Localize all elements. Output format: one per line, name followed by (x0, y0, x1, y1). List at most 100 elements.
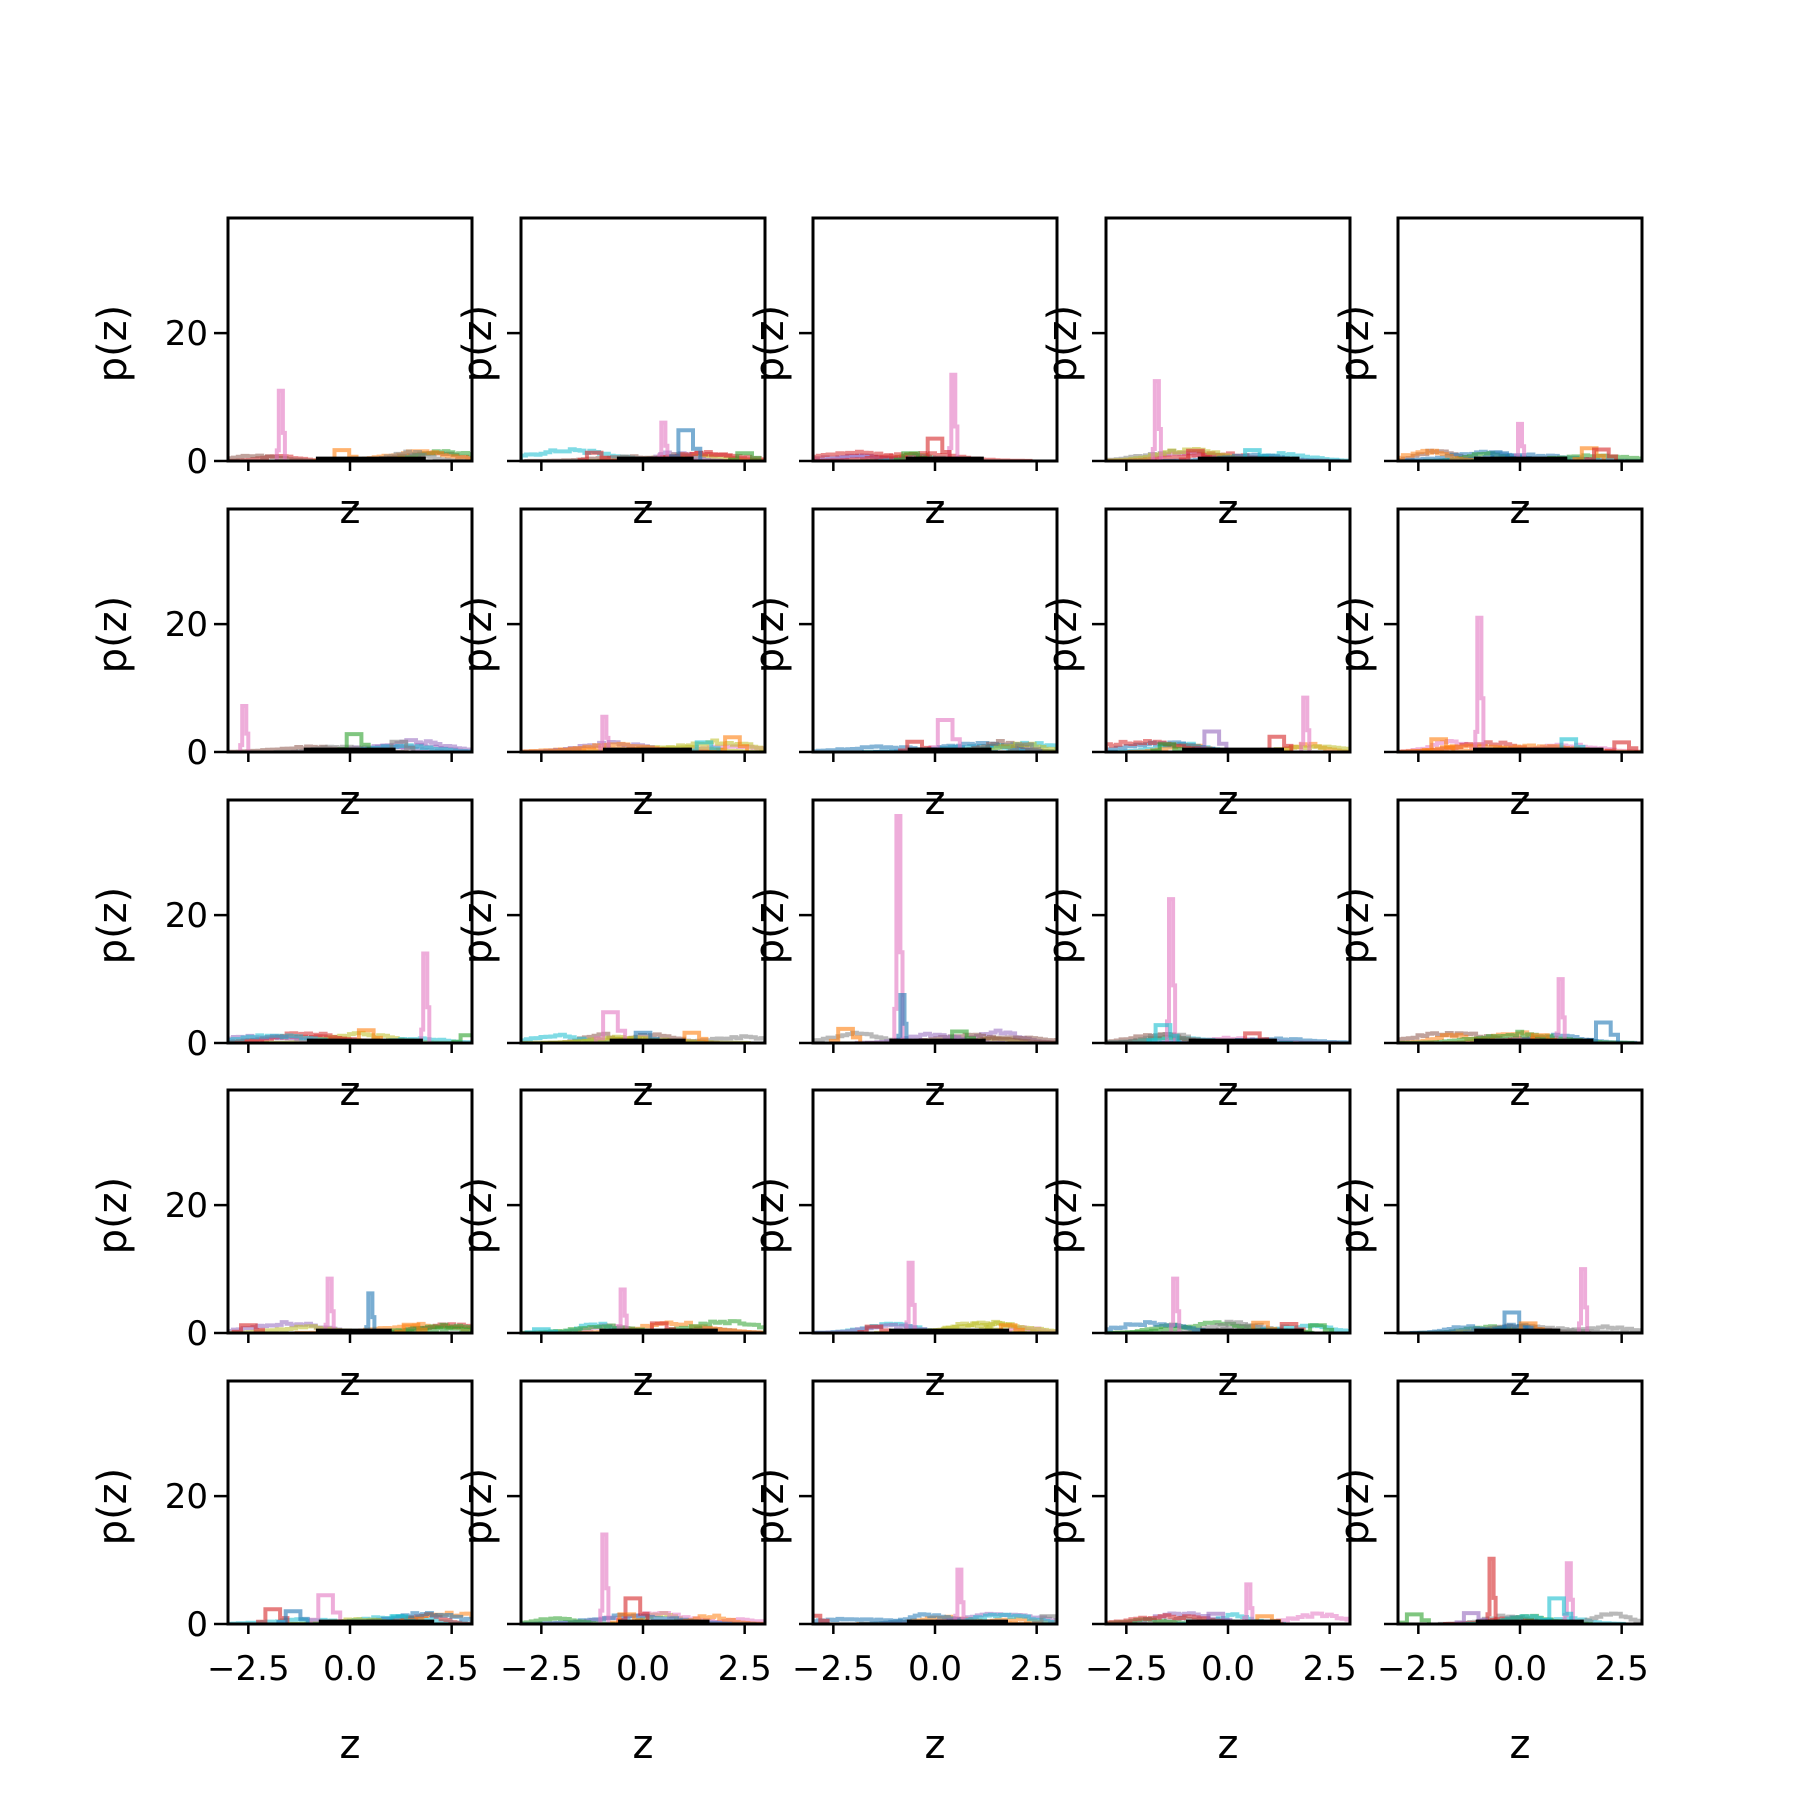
x-axis-label: z (1218, 1069, 1239, 1115)
x-axis-label: z (1218, 1722, 1239, 1768)
x-tick-label: 0.0 (323, 1649, 377, 1689)
panel-22: −2.5 0.0 2.5 z p(z) (455, 1379, 772, 1768)
plot-area (228, 388, 472, 461)
plot-area (1106, 1276, 1350, 1333)
axes-frame (811, 798, 1059, 1045)
panel-24: −2.5 0.0 2.5 z p(z) (1040, 1379, 1357, 1768)
y-axis-label: p(z) (1332, 596, 1378, 674)
axes-frame (1396, 1088, 1644, 1335)
y-axis-label: p(z) (1332, 305, 1378, 383)
x-tick-label: 2.5 (1010, 1649, 1064, 1689)
axes-frame (1104, 798, 1352, 1045)
axes-frame (519, 798, 767, 1045)
peak-series-2 (1572, 446, 1606, 461)
axes-frame (226, 798, 474, 1045)
axes-frame (226, 216, 474, 463)
peak-series-1 (1169, 1276, 1182, 1333)
peak-series-2 (669, 428, 703, 461)
x-tick-label: −2.5 (1085, 1649, 1168, 1689)
y-axis-label: p(z) (747, 1468, 793, 1546)
peak-series-1 (598, 714, 611, 752)
plot-area (813, 718, 1057, 752)
axes-frame (811, 507, 1059, 754)
y-tick-label: 0 (186, 733, 208, 773)
peak-series-1 (323, 1276, 336, 1333)
plot-area (521, 1287, 765, 1333)
plot-area (228, 704, 472, 752)
plot-area (521, 714, 765, 752)
y-tick-label: 20 (165, 1186, 208, 1226)
panel-23: −2.5 0.0 2.5 z p(z) (747, 1379, 1064, 1768)
panel-2: zp(z) (455, 216, 767, 533)
peak-series-1 (274, 388, 287, 461)
panel-7: zp(z) (455, 507, 767, 824)
y-tick-label: 20 (165, 1477, 208, 1517)
x-tick-label: −2.5 (792, 1649, 875, 1689)
axes-frame (811, 216, 1059, 463)
peak-series-2 (1146, 1023, 1180, 1043)
y-tick-label: 0 (186, 1314, 208, 1354)
peak-series-1 (309, 1593, 343, 1624)
plot-area (228, 951, 472, 1043)
y-tick-label: 20 (165, 896, 208, 936)
panel-13: z p(z) (747, 798, 1059, 1115)
peak-series-3 (828, 1026, 863, 1043)
peak-series-3 (1422, 737, 1456, 752)
y-axis-label: p(z) (455, 1177, 501, 1255)
y-axis-label: p(z) (90, 1468, 136, 1546)
peak-series-1 (1513, 421, 1527, 461)
panel-5: zp(z) (1332, 216, 1644, 533)
peak-series-1 (1150, 379, 1163, 461)
y-tick-label: 20 (165, 605, 208, 645)
panel-20: zp(z) (1332, 1088, 1644, 1405)
peak-series-1 (1242, 1582, 1255, 1624)
peak-series-1 (1299, 695, 1312, 752)
axes-frame (811, 1088, 1059, 1335)
axes-frame (519, 507, 767, 754)
y-axis-label: p(z) (455, 305, 501, 383)
peak-series-1 (598, 1532, 611, 1624)
panel-15: z p(z) (1332, 798, 1644, 1115)
x-tick-label: 0.0 (1493, 1649, 1547, 1689)
peak-series-1 (238, 704, 251, 752)
panel-9: zp(z) (1040, 507, 1352, 824)
x-tick-label: −2.5 (500, 1649, 583, 1689)
x-axis-label: z (633, 1069, 654, 1115)
peak-series-1 (1554, 977, 1567, 1043)
x-tick-label: 0.0 (908, 1649, 962, 1689)
x-tick-label: 2.5 (718, 1649, 772, 1689)
y-axis-label: p(z) (747, 887, 793, 965)
axes-frame (519, 1379, 767, 1626)
peak-series-1 (1577, 1267, 1590, 1333)
y-axis-label: p(z) (455, 596, 501, 674)
peak-series-1 (928, 718, 962, 752)
panel-25: −2.5 0.0 2.5 z p(z) (1332, 1379, 1649, 1768)
peak-series-2 (813, 1613, 830, 1624)
axes-frame (1104, 507, 1352, 754)
y-axis-label: p(z) (90, 1177, 136, 1255)
panel-4: zp(z) (1040, 216, 1352, 533)
x-tick-label: 2.5 (1303, 1649, 1357, 1689)
plot-area (1106, 1582, 1350, 1624)
x-tick-label: 2.5 (1595, 1649, 1649, 1689)
plot-area (1106, 897, 1350, 1043)
y-axis-label: p(z) (747, 596, 793, 674)
x-tick-label: −2.5 (1377, 1649, 1460, 1689)
axes-frame (1396, 798, 1644, 1045)
x-axis-label: z (340, 1722, 361, 1768)
y-axis-label: p(z) (90, 596, 136, 674)
panel-19: zp(z) (1040, 1088, 1352, 1405)
x-tick-label: 2.5 (425, 1649, 479, 1689)
plot-area (521, 420, 765, 461)
peak-series-1 (1485, 1556, 1498, 1624)
axes-frame (1104, 216, 1352, 463)
peak-series-2 (896, 993, 909, 1043)
plot-area (1398, 1556, 1642, 1624)
plot-area (521, 1010, 765, 1043)
peak-series-2 (364, 1291, 377, 1333)
x-axis-label: z (925, 1069, 946, 1115)
plot-area (813, 372, 1033, 461)
axes-frame (226, 507, 474, 754)
